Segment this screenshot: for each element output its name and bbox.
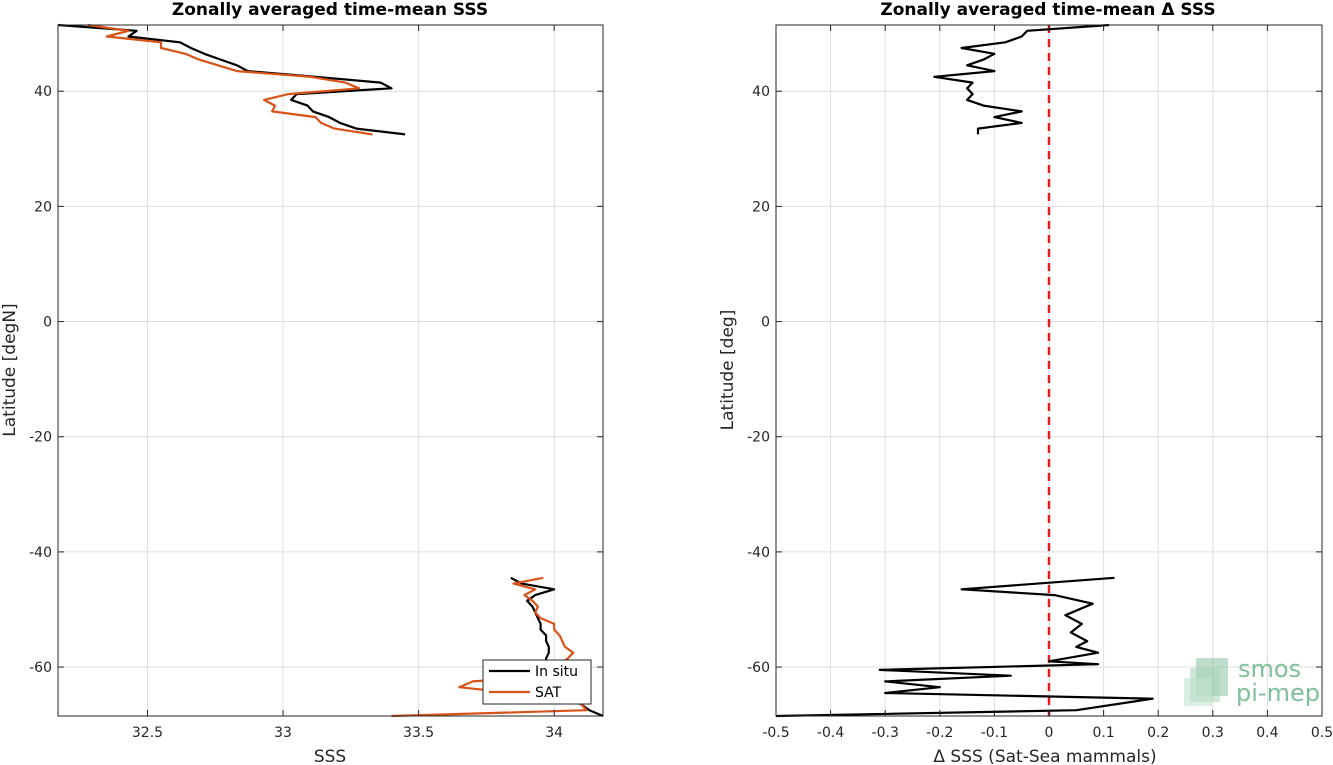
series-line-delta [933,23,1110,135]
sss-profile-panel: 32.5 33 33.5 34 40 20 0 -20 -40 -60 Zonally avera… [0,0,604,765]
left-y-tick-label: -40 [29,545,52,561]
left-y-axis-label: Latitude [degN] [0,303,20,436]
left-y-tick-label: 20 [34,199,52,215]
legend-label-in-situ: In situ [535,664,578,680]
right-x-tick-label: -0.3 [872,725,899,741]
right-x-tick-label: 0.3 [1202,725,1224,741]
right-x-tick-label: 0.5 [1311,725,1333,741]
left-axes-frame [57,24,604,717]
left-x-tick-label: 32.5 [132,725,163,741]
delta-sss-panel: -0.5 -0.4 -0.3 -0.2 -0.1 0 0.1 0.2 0.3 0.4 0.5 40 20… [718,0,1333,765]
left-y-tick-label: -60 [29,660,52,676]
series-line-delta [775,576,1154,718]
left-grid [58,25,603,716]
right-x-tick-label: 0.2 [1147,725,1169,741]
right-y-tick-label: -20 [747,430,770,446]
right-y-tick-label: 40 [752,84,770,100]
right-x-tick-label: -0.2 [926,725,953,741]
right-y-axis-label: Latitude [deg] [718,310,738,431]
left-series [57,23,604,718]
left-x-tick-label: 34 [545,725,563,741]
legend-label-sat: SAT [535,685,562,701]
right-x-tick-label: -0.5 [762,725,789,741]
logo-text-line2: pi-mep [1236,679,1320,707]
right-y-tick-label: 0 [761,315,770,331]
left-y-tick-label: 0 [43,315,52,331]
left-chart-title: Zonally averaged time-mean SSS [172,0,488,20]
right-x-tick-label: -0.4 [817,725,844,741]
left-x-tick-label: 33.5 [403,725,434,741]
right-y-tick-label: 20 [752,199,770,215]
legend-box [482,659,592,705]
right-chart-title: Zonally averaged time-mean Δ SSS [880,0,1215,20]
right-x-tick-label: 0.1 [1092,725,1114,741]
left-ticks: 32.5 33 33.5 34 40 20 0 -20 -40 -60 [29,25,603,741]
smos-pi-mep-logo: smos pi-mep [1184,655,1320,707]
right-ticks: -0.5 -0.4 -0.3 -0.2 -0.1 0 0.1 0.2 0.3 0.4 0.5 40 20… [747,25,1333,741]
left-x-axis-label: SSS [314,747,346,765]
right-x-axis-label: Δ SSS (Sat-Sea mammals) [933,747,1156,765]
legend: In situ SAT [482,659,592,705]
series-line-in-situ [57,23,406,136]
left-x-tick-label: 33 [274,725,292,741]
logo-mark-icon [1184,658,1228,706]
right-x-tick-label: -0.1 [981,725,1008,741]
right-series [775,23,1154,718]
right-y-tick-label: -40 [747,545,770,561]
logo-text-line1: smos [1238,655,1301,683]
right-x-tick-label: 0 [1045,725,1054,741]
series-line-sat [87,23,373,136]
left-y-tick-label: -20 [29,430,52,446]
right-x-tick-label: 0.4 [1256,725,1278,741]
right-y-tick-label: -60 [747,660,770,676]
left-y-tick-label: 40 [34,84,52,100]
